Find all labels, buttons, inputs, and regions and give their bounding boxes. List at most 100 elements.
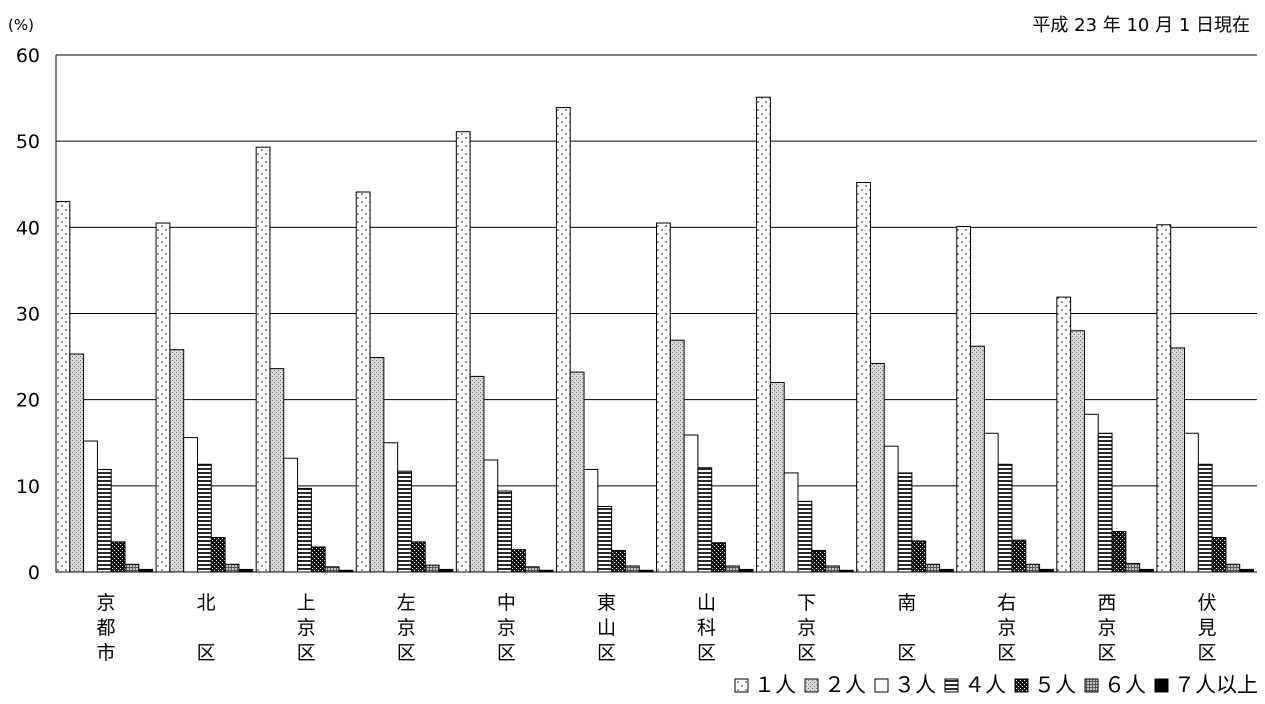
bar-5-4 [410, 541, 426, 573]
bar-5-8 [811, 549, 827, 573]
bar-1-2 [155, 222, 171, 573]
legend-swatch [1084, 678, 1099, 693]
x-category-char: 区 [397, 642, 416, 664]
bar-2-2 [169, 349, 185, 573]
bar-3-7 [683, 434, 699, 573]
x-category-char: 東 [597, 592, 616, 614]
legend-swatch [1154, 678, 1169, 693]
bar-4-7 [697, 467, 713, 573]
legend: １人 ２人 ３人 ４人 ５人 ６人 ７人以上 [734, 673, 1258, 697]
bar-6-12 [1225, 563, 1241, 573]
bar-1-12 [1156, 224, 1172, 573]
bars [55, 96, 1255, 573]
bar-5-10 [1011, 539, 1027, 573]
x-category-char: 区 [497, 642, 516, 664]
bar-5-11 [1111, 531, 1127, 573]
bar-5-3 [310, 546, 326, 573]
bar-5-6 [611, 549, 626, 573]
legend-item-7: ７人以上 [1154, 673, 1258, 697]
legend-swatch [1014, 678, 1029, 693]
bar-6-2 [224, 563, 240, 573]
x-category-char: 中 [497, 592, 516, 614]
x-category-char: 区 [997, 642, 1016, 664]
x-category-char: 科 [697, 617, 716, 639]
y-tick-label: 60 [16, 45, 40, 67]
y-tick-label: 30 [16, 304, 40, 326]
bar-4-4 [397, 470, 412, 573]
bar-3-5 [483, 459, 499, 573]
bar-3-11 [1083, 413, 1099, 573]
legend-label: １人 [754, 673, 796, 697]
bar-1-11 [1056, 296, 1072, 573]
bar-1-5 [455, 131, 471, 573]
x-category-char: 区 [797, 642, 816, 664]
legend-swatch [804, 678, 819, 693]
x-category-label-3: 上京区 [297, 592, 316, 664]
x-category-label-6: 東山区 [597, 592, 616, 664]
y-tick-label: 0 [28, 562, 40, 584]
bar-5-7 [711, 542, 727, 573]
x-category-char: 区 [197, 642, 216, 664]
x-category-char: 上 [297, 592, 316, 614]
x-category-label-1: 京都市 [96, 592, 115, 664]
legend-label: ２人 [824, 673, 866, 697]
bar-4-11 [1097, 432, 1113, 573]
bar-1-1 [55, 200, 71, 573]
bar-3-9 [883, 445, 899, 573]
x-category-label-10: 右京区 [997, 592, 1016, 664]
legend-label: ３人 [894, 673, 936, 697]
legend-item-2: ２人 [804, 673, 866, 697]
x-category-label-4: 左京区 [397, 592, 416, 664]
bar-2-9 [869, 362, 885, 573]
bar-3-3 [283, 457, 299, 573]
x-category-char: 南 [897, 592, 916, 614]
bar-2-5 [469, 375, 485, 573]
x-category-char: 西 [1097, 592, 1116, 614]
legend-item-5: ５人 [1014, 673, 1076, 697]
bar-4-6 [597, 506, 613, 573]
legend-swatch [874, 678, 889, 693]
bar-2-12 [1170, 347, 1186, 573]
bar-3-12 [1184, 432, 1199, 573]
bar-1-9 [856, 182, 871, 573]
bar-4-5 [497, 490, 513, 573]
x-category-char: 京 [797, 617, 816, 639]
x-category-char: 京 [397, 617, 416, 639]
x-category-char: 区 [697, 642, 716, 664]
bar-1-10 [956, 225, 972, 573]
bar-4-8 [797, 500, 813, 573]
x-category-char: 山 [597, 617, 616, 639]
bar-3-6 [583, 468, 599, 573]
bar-1-4 [355, 191, 371, 573]
bar-6-3 [324, 566, 340, 573]
bar-6-7 [725, 565, 740, 573]
legend-label: ４人 [964, 673, 1006, 697]
bar-2-10 [970, 345, 985, 573]
x-category-char: 京 [1097, 617, 1116, 639]
bar-3-4 [383, 442, 399, 573]
x-category-char: 京 [497, 617, 516, 639]
x-category-char: 区 [1097, 642, 1116, 664]
bar-2-4 [369, 356, 385, 573]
bar-5-2 [210, 537, 226, 573]
bar-4-2 [197, 463, 212, 573]
bar-6-8 [825, 565, 840, 573]
x-category-char: 北 [197, 592, 216, 614]
y-tick-label: 40 [16, 217, 40, 239]
legend-item-6: ６人 [1084, 673, 1146, 697]
x-category-label-12: 伏見区 [1197, 592, 1216, 664]
x-category-label-7: 山科区 [697, 592, 716, 664]
bar-1-8 [756, 96, 771, 573]
bar-6-11 [1125, 562, 1141, 573]
bar-3-2 [183, 437, 198, 573]
x-category-char: 右 [997, 592, 1016, 614]
y-unit-label: (%) [8, 16, 34, 34]
legend-item-3: ３人 [874, 673, 936, 697]
bar-4-9 [897, 472, 913, 573]
legend-swatch [734, 678, 749, 693]
bar-6-6 [624, 565, 640, 573]
bar-5-5 [511, 549, 526, 573]
x-category-char: 都 [96, 617, 115, 639]
